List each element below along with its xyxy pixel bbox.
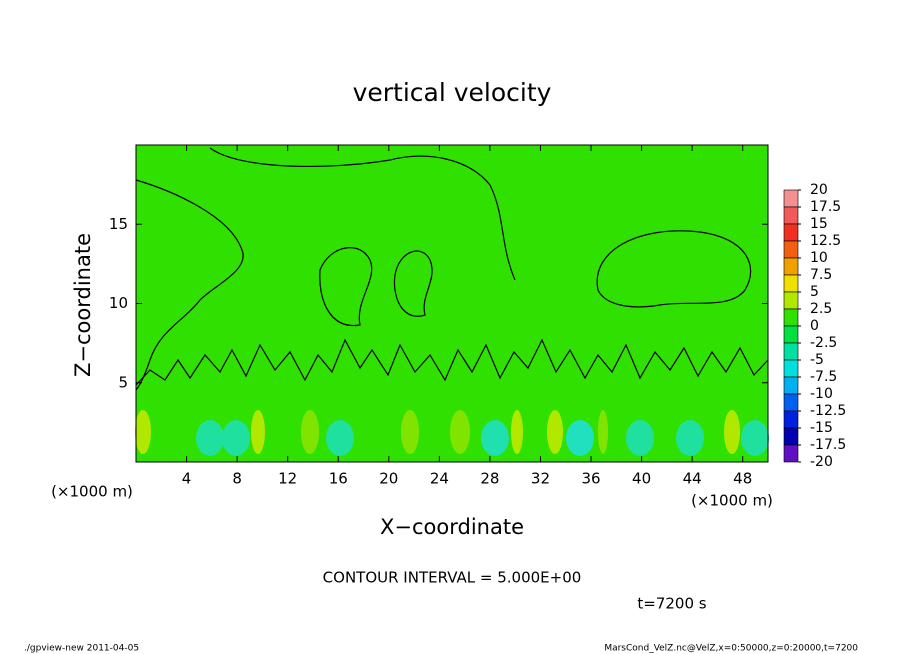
colorbar-band [783, 410, 799, 429]
colorbar-label: -10 [810, 386, 833, 402]
field-blob [401, 410, 419, 454]
field-blob [547, 410, 563, 454]
colorbar-label: 5 [810, 284, 819, 300]
field-blob [251, 410, 265, 454]
x-tick-label: 40 [632, 470, 651, 488]
colorbar-band [783, 308, 799, 327]
field-blob [724, 410, 740, 454]
x-unit-label: (×1000 m) [691, 492, 773, 510]
colorbar-band [783, 223, 799, 242]
colorbar-band [783, 376, 799, 395]
colorbar-band [783, 427, 799, 446]
field-blob [222, 420, 250, 456]
colorbar-band [783, 291, 799, 310]
colorbar-label: 15 [810, 216, 828, 232]
colorbar-label: 0 [810, 318, 819, 334]
x-tick-label: 20 [379, 470, 398, 488]
colorbar-label: -7.5 [810, 369, 837, 385]
field-blob [566, 420, 594, 456]
x-tick-label: 4 [182, 470, 192, 488]
colorbar-band [783, 444, 799, 463]
colorbar-band [783, 359, 799, 378]
contour-line [596, 230, 752, 308]
colorbar-label: 20 [810, 182, 828, 198]
colorbar-band [783, 393, 799, 412]
field-pattern [135, 410, 769, 456]
colorbar-label: -17.5 [810, 437, 846, 453]
colorbar-label: 10 [810, 250, 828, 266]
colorbar-label: -2.5 [810, 335, 837, 351]
x-tick-label: 12 [278, 470, 297, 488]
colorbar-label: -20 [810, 454, 833, 470]
colorbar-band [783, 240, 799, 259]
footer-left: ./gpview-new 2011-04-05 [24, 644, 139, 654]
colorbar-band [783, 342, 799, 361]
contour-line [135, 179, 244, 391]
field-blob [511, 410, 523, 454]
colorbar-label: 2.5 [810, 301, 832, 317]
colorbar-label: 17.5 [810, 199, 841, 215]
contour-line [393, 250, 433, 317]
colorbar-band [783, 189, 799, 208]
field-blob [676, 420, 704, 456]
x-tick-label: 28 [480, 470, 499, 488]
field-blob [196, 420, 224, 456]
field-blob [598, 410, 608, 454]
field-background [136, 145, 768, 462]
field-blob [741, 420, 769, 456]
colorbar-band [783, 325, 799, 344]
x-tick-label: 44 [683, 470, 702, 488]
field-blob [450, 410, 470, 454]
colorbar-band [783, 206, 799, 225]
field-blob [326, 420, 354, 456]
contour-line [135, 338, 769, 386]
x-tick-label: 48 [733, 470, 752, 488]
x-tick-label: 24 [430, 470, 449, 488]
field-blob [135, 410, 151, 454]
x-tick-label: 32 [531, 470, 550, 488]
y-tick-label: 5 [118, 373, 128, 391]
y-tick-label: 15 [109, 215, 128, 233]
contour-interval: CONTOUR INTERVAL = 5.000E+00 [323, 569, 582, 587]
colorbar-label: -15 [810, 420, 833, 436]
colorbar-label: 7.5 [810, 267, 832, 283]
colorbar: 2017.51512.5107.552.50-2.5-5-7.5-10-12.5… [783, 182, 846, 470]
chart-title: vertical velocity [353, 78, 552, 107]
y-tick-label: 10 [109, 294, 128, 312]
contour-lines [135, 147, 769, 391]
colorbar-band [783, 274, 799, 293]
x-tick-label: 36 [581, 470, 600, 488]
x-tick-label: 8 [232, 470, 242, 488]
field-blob [301, 410, 319, 454]
contour-line [209, 147, 516, 281]
x-unit-label: (×1000 m) [51, 483, 133, 501]
y-axis-title: Z−coordinate [71, 233, 95, 377]
time-label: t=7200 s [637, 595, 706, 613]
field-blob [626, 420, 654, 456]
colorbar-label: -12.5 [810, 403, 846, 419]
colorbar-band [783, 257, 799, 276]
colorbar-label: 12.5 [810, 233, 841, 249]
footer-right: MarsCond_VelZ.nc@VelZ,x=0:50000,z=0:2000… [604, 644, 858, 654]
x-tick-label: 16 [329, 470, 348, 488]
colorbar-label: -5 [810, 352, 824, 368]
contour-line [319, 247, 373, 327]
x-axis-title: X−coordinate [380, 515, 524, 539]
field-blob [481, 420, 509, 456]
